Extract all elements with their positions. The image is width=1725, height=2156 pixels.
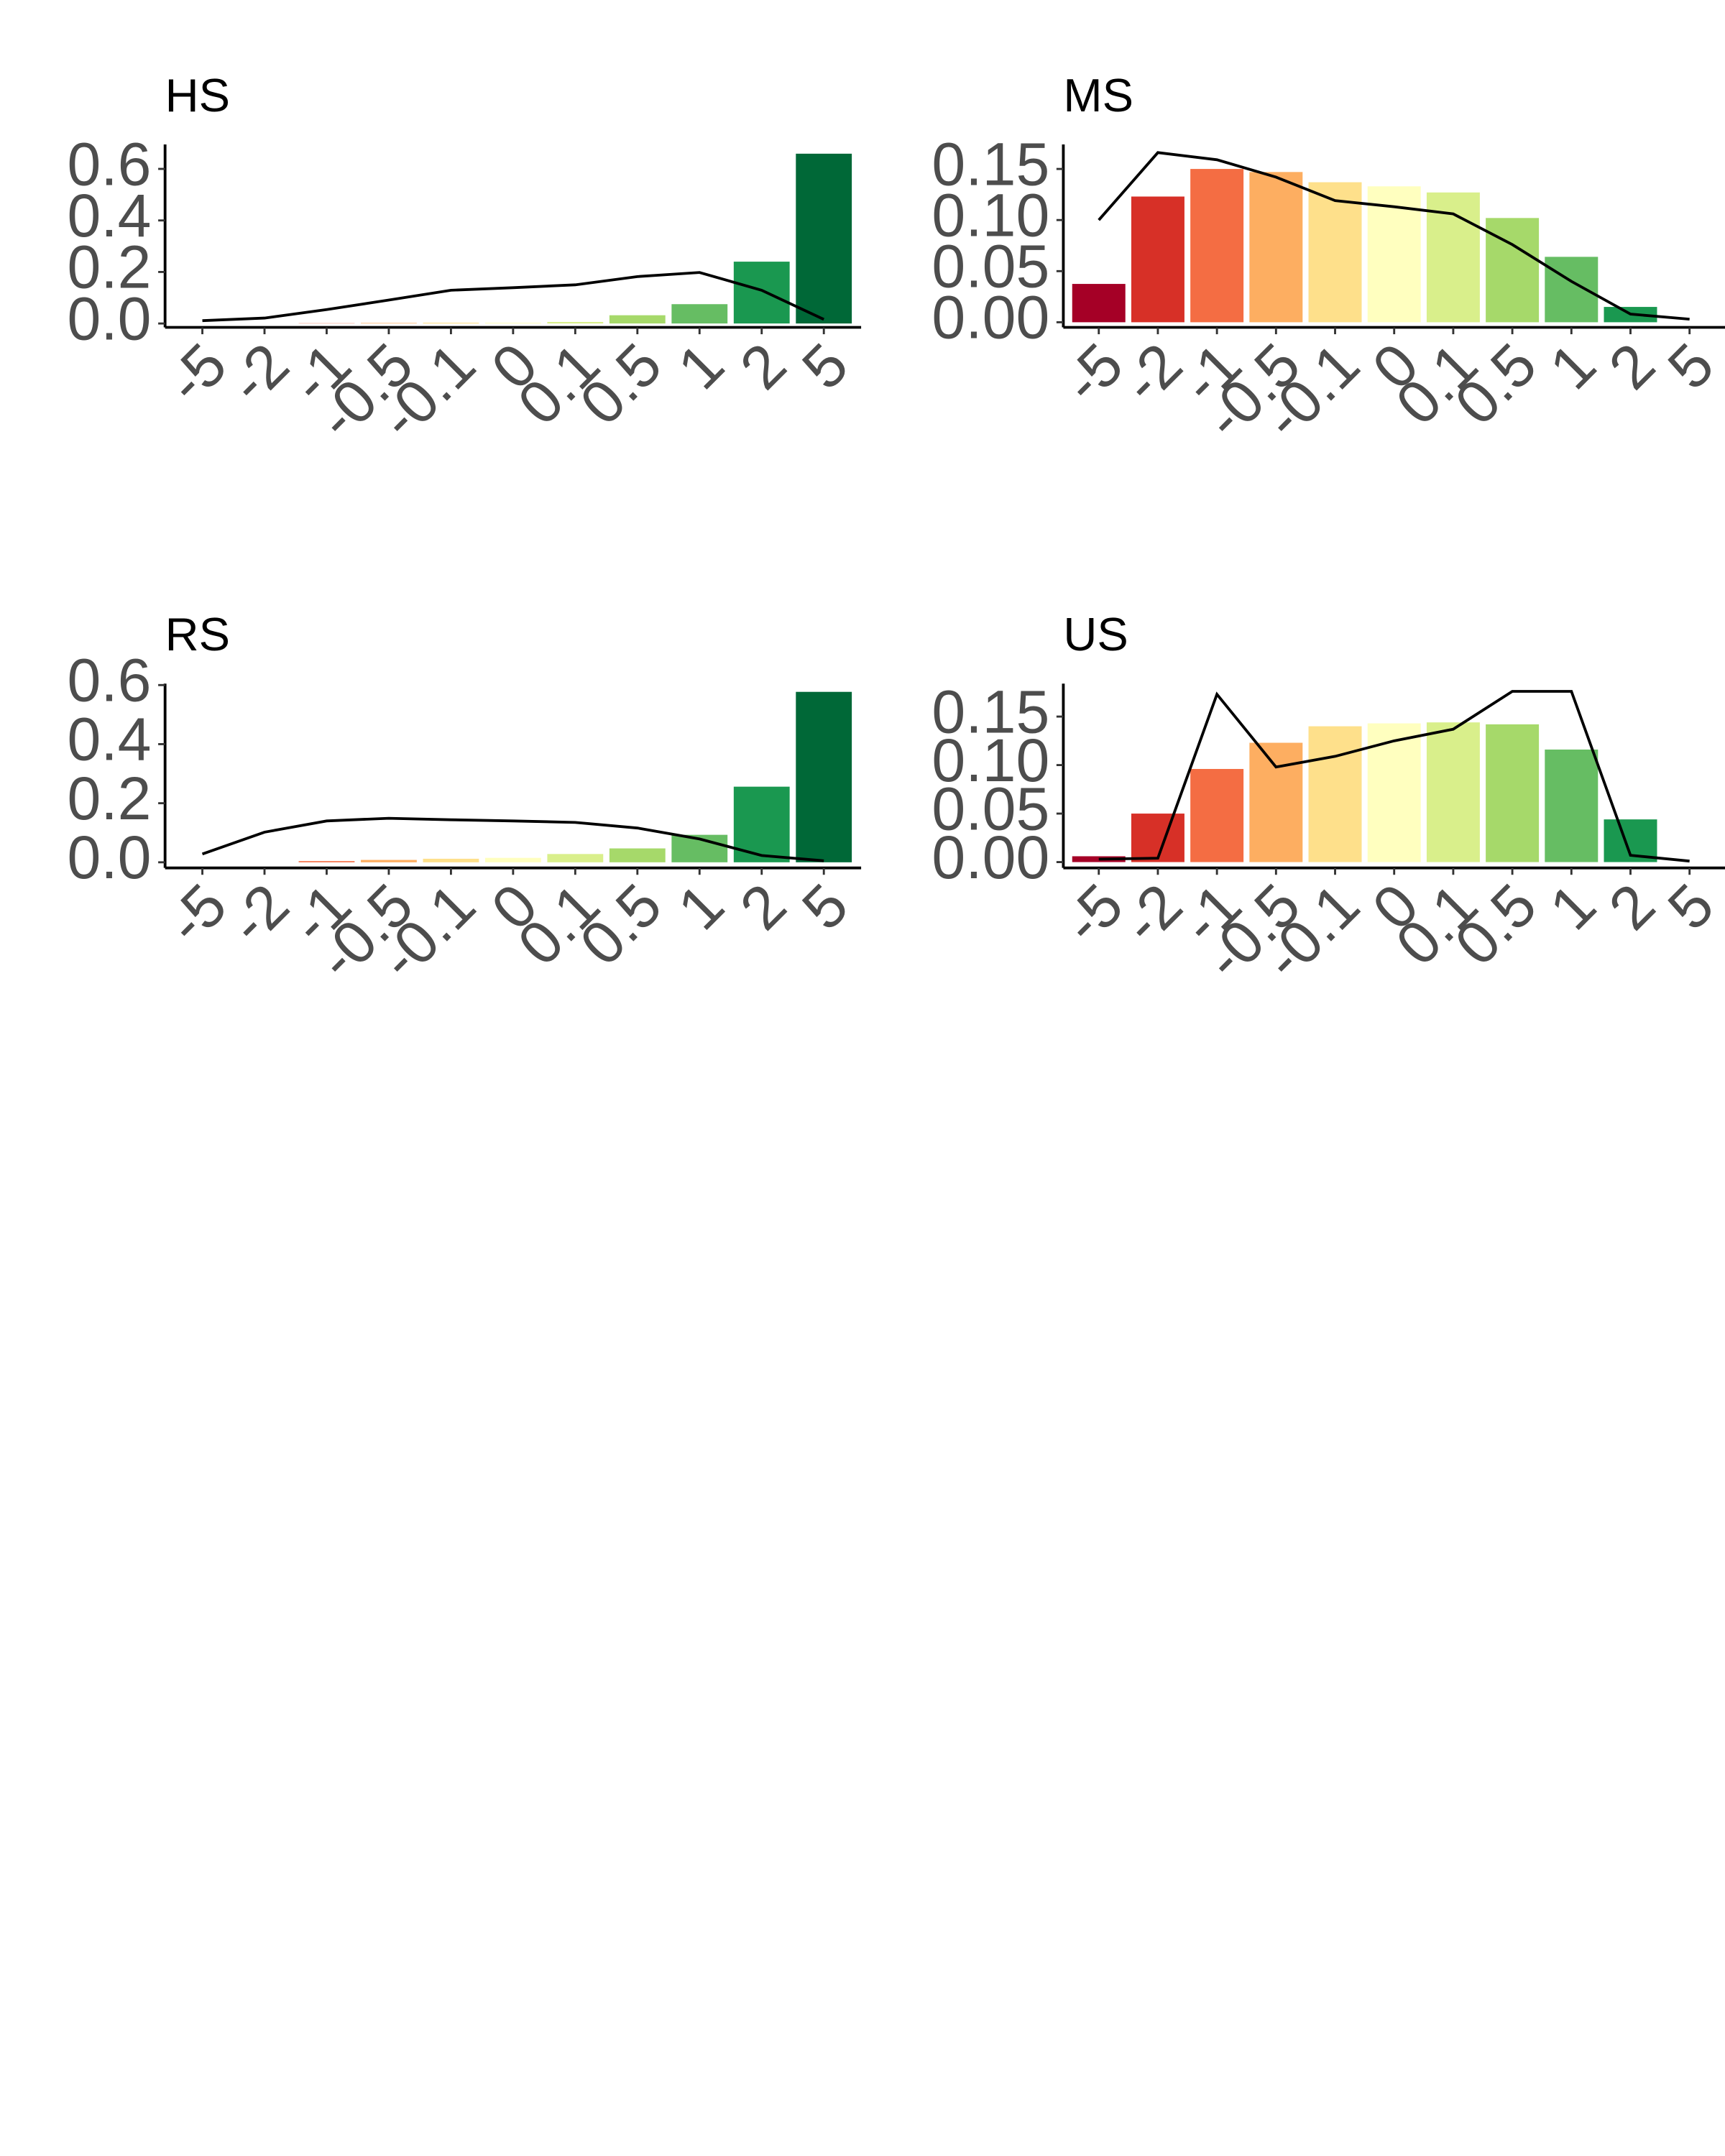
x-tick-label: 2 [1596,331,1668,402]
x-tick-label: 2 [727,871,799,943]
y-tick-label: 0.15 [932,130,1049,198]
bar [1249,742,1303,862]
bar [796,691,852,862]
bar [1367,723,1421,862]
x-tick-label: 5 [1655,331,1725,402]
x-tick-label: 0.5 [567,331,674,438]
bar [1308,726,1362,862]
line [201,816,824,862]
y-tick-label: 0.6 [67,130,151,198]
bar [1486,724,1540,862]
line [1098,151,1690,321]
y-tick-label: 0.6 [67,647,151,714]
bar [1545,257,1598,323]
bar [1545,749,1598,862]
y-tick-label: 0.10 [932,181,1049,249]
bar [671,304,728,324]
bar [609,848,666,862]
x-tick-label: 0.5 [567,871,674,978]
line [202,271,825,323]
bar [423,858,479,862]
x-tick-label: 1 [1537,331,1609,402]
bar [1131,814,1184,862]
y-tick-label: 0.10 [932,727,1049,794]
bar [1072,284,1126,323]
y-tick-label: 0.05 [932,233,1049,300]
panel-title: MS [1063,69,1133,121]
bar [1190,768,1244,862]
x-tick-label: 2 [727,331,799,402]
x-tick-label: 5 [1655,871,1725,943]
bar [1131,196,1184,323]
bar [609,315,666,324]
bar [547,854,604,862]
bar [484,857,541,862]
bar [361,860,417,862]
line [1098,690,1690,863]
panel-title: HS [165,69,230,121]
y-tick-label: 0.00 [932,824,1049,891]
bar [1426,722,1480,862]
bar [298,861,355,862]
y-tick-label: 0.2 [67,765,151,832]
x-tick-label: 2 [1596,871,1668,943]
bar [733,262,790,324]
y-tick-label: 0.2 [67,234,151,301]
panel: US0.000.050.100.15-5-2-1-0.5-0.100.10.51… [932,608,1725,992]
x-tick-label: 1 [665,331,737,402]
bar [1308,182,1362,323]
y-tick-label: 0.4 [67,706,151,773]
panel-title: RS [165,608,230,660]
y-tick-label: 0.4 [67,182,151,249]
x-tick-label: 5 [789,331,861,402]
panel: MS0.000.050.100.15-5-2-1-0.5-0.100.10.51… [932,69,1725,452]
bar [1190,169,1244,323]
y-tick-label: 0.05 [932,775,1049,842]
bar [796,153,852,324]
panel-title: US [1063,608,1128,660]
y-tick-label: 0.15 [932,678,1049,745]
y-tick-label: 0.0 [67,824,151,891]
bar [1249,172,1303,323]
bar [547,321,604,324]
y-tick-label: 0.00 [932,284,1049,351]
y-tick-label: 0.0 [67,285,151,352]
x-tick-label: 5 [789,871,861,943]
x-tick-label: 1 [1537,871,1609,943]
x-tick-label: 1 [665,871,737,943]
bar [1072,856,1126,862]
